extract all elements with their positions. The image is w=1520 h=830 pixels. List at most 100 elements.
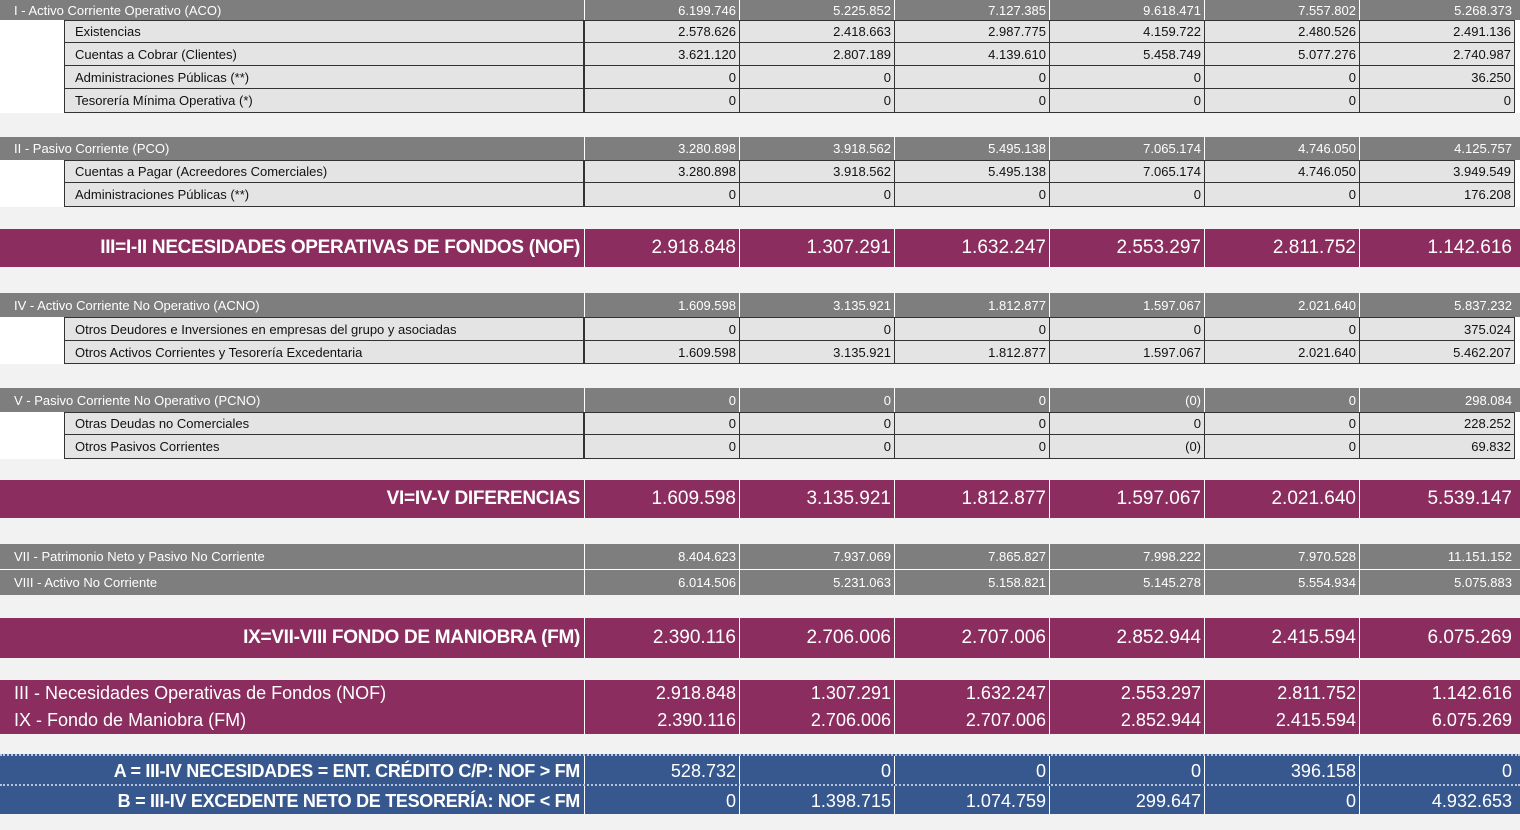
value-cell: 2.811.752 [1204, 229, 1359, 267]
value-cell: 2.021.640 [1204, 293, 1359, 317]
value-cell: 0 [894, 756, 1049, 786]
value-cell: 3.135.921 [739, 480, 894, 518]
value-cell: 1.609.598 [584, 341, 739, 364]
row-fondo-maniobra: IX=VII-VIII FONDO DE MANIOBRA (FM) 2.390… [0, 618, 1520, 658]
value-cell: 0 [1359, 756, 1515, 786]
value-cell: 0 [584, 66, 739, 89]
value-cell: 2.852.944 [1049, 707, 1204, 734]
row-label: A = III-IV NECESIDADES = ENT. CRÉDITO C/… [113, 760, 581, 781]
value-cell: 0 [739, 89, 894, 113]
value-cell: 2.021.640 [1204, 480, 1359, 518]
value-cell: 0 [584, 89, 739, 113]
value-cell: 4.159.722 [1049, 20, 1204, 43]
value-cell: 5.495.138 [894, 160, 1049, 183]
row-label: Existencias [64, 20, 584, 43]
value-cell: 0 [1049, 89, 1204, 113]
value-cell: 5.231.063 [739, 570, 894, 595]
value-cell: 7.998.222 [1049, 544, 1204, 569]
value-cell: 0 [739, 435, 894, 459]
value-cell: 0 [1204, 412, 1359, 435]
value-cell: 5.268.373 [1359, 0, 1515, 20]
row-label: Otras Deudas no Comerciales [64, 412, 584, 435]
value-cell: 375.024 [1359, 317, 1515, 341]
value-cell: 3.621.120 [584, 43, 739, 66]
value-cell: 7.127.385 [894, 0, 1049, 20]
value-cell: 6.075.269 [1359, 707, 1515, 734]
value-cell: 299.647 [1049, 786, 1204, 816]
row-otras-deudas: Otras Deudas no Comerciales 0 0 0 0 0 22… [0, 412, 1520, 435]
value-cell: 0 [894, 317, 1049, 341]
row-patrimonio: VII - Patrimonio Neto y Pasivo No Corrie… [0, 544, 1520, 570]
row-activo-no-corriente: VIII - Activo No Corriente 6.014.506 5.2… [0, 570, 1520, 595]
value-cell: 3.949.549 [1359, 160, 1515, 183]
value-cell: 2.706.006 [739, 707, 894, 734]
value-cell: 36.250 [1359, 66, 1515, 89]
row-separator [0, 113, 1520, 137]
value-cell: 1.398.715 [739, 786, 894, 816]
row-label: VII - Patrimonio Neto y Pasivo No Corrie… [14, 549, 265, 564]
value-cell: 1.597.067 [1049, 293, 1204, 317]
row-separator [0, 734, 1520, 754]
value-cell: 0 [894, 89, 1049, 113]
value-cell: 0 [894, 66, 1049, 89]
value-cell: 0 [1204, 66, 1359, 89]
value-cell: 4.746.050 [1204, 160, 1359, 183]
row-fm-summary: IX - Fondo de Maniobra (FM) 2.390.116 2.… [0, 707, 1520, 734]
value-cell: 2.987.775 [894, 20, 1049, 43]
row-pcno: V - Pasivo Corriente No Operativo (PCNO)… [0, 388, 1520, 412]
value-cell: 1.307.291 [739, 680, 894, 707]
value-cell: 1.307.291 [739, 229, 894, 267]
row-label: III - Necesidades Operativas de Fondos (… [14, 683, 387, 703]
value-cell: 7.065.174 [1049, 160, 1204, 183]
value-cell: 8.404.623 [584, 544, 739, 569]
row-nof: III=I-II NECESIDADES OPERATIVAS DE FONDO… [0, 229, 1520, 267]
value-cell: (0) [1049, 435, 1204, 459]
value-cell: 1.074.759 [894, 786, 1049, 816]
value-cell: 5.458.749 [1049, 43, 1204, 66]
row-label: Administraciones Públicas (**) [64, 183, 584, 207]
value-cell: 5.539.147 [1359, 480, 1515, 518]
value-cell: 0 [1204, 435, 1359, 459]
value-cell: 2.707.006 [894, 707, 1049, 734]
value-cell: 2.807.189 [739, 43, 894, 66]
row-label: IX - Fondo de Maniobra (FM) [14, 710, 247, 730]
value-cell: 0 [739, 66, 894, 89]
value-cell: 2.852.944 [1049, 618, 1204, 658]
value-cell: 3.135.921 [739, 341, 894, 364]
row-separator [0, 814, 1520, 830]
value-cell: 0 [584, 435, 739, 459]
row-cuentas-cobrar: Cuentas a Cobrar (Clientes) 3.621.120 2.… [0, 43, 1520, 66]
row-label: B = III-IV EXCEDENTE NETO DE TESORERÍA: … [117, 790, 581, 811]
row-nof-summary: III - Necesidades Operativas de Fondos (… [0, 680, 1520, 707]
row-separator [0, 364, 1520, 388]
value-cell: 1.597.067 [1049, 341, 1204, 364]
value-cell: 228.252 [1359, 412, 1515, 435]
value-cell: 2.553.297 [1049, 229, 1204, 267]
value-cell: 0 [584, 412, 739, 435]
row-label: VI=IV-V DIFERENCIAS [386, 488, 581, 509]
value-cell: 0 [1204, 89, 1359, 113]
row-label: Cuentas a Pagar (Acreedores Comerciales) [64, 160, 584, 183]
value-cell: 396.158 [1204, 756, 1359, 786]
row-pco: II - Pasivo Corriente (PCO) 3.280.898 3.… [0, 137, 1520, 160]
value-cell: 1.812.877 [894, 293, 1049, 317]
value-cell: 0 [1049, 412, 1204, 435]
row-label: IV - Activo Corriente No Operativo (ACNO… [14, 297, 260, 313]
row-otros-deudores: Otros Deudores e Inversiones en empresas… [0, 317, 1520, 341]
value-cell: 0 [1204, 317, 1359, 341]
value-cell: 6.199.746 [584, 0, 739, 20]
value-cell: 2.578.626 [584, 20, 739, 43]
value-cell: 528.732 [584, 756, 739, 786]
row-label: I - Activo Corriente Operativo (ACO) [14, 2, 222, 18]
value-cell: 2.418.663 [739, 20, 894, 43]
row-aco: I - Activo Corriente Operativo (ACO) 6.1… [0, 0, 1520, 20]
row-label: VIII - Activo No Corriente [14, 575, 158, 590]
value-cell: 11.151.152 [1359, 544, 1515, 569]
value-cell: 0 [739, 756, 894, 786]
row-label: Otros Deudores e Inversiones en empresas… [64, 317, 584, 341]
row-label: V - Pasivo Corriente No Operativo (PCNO) [14, 392, 261, 408]
value-cell: 2.553.297 [1049, 680, 1204, 707]
value-cell: 298.084 [1359, 388, 1515, 412]
value-cell: 0 [1204, 786, 1359, 816]
value-cell: 3.918.562 [739, 160, 894, 183]
